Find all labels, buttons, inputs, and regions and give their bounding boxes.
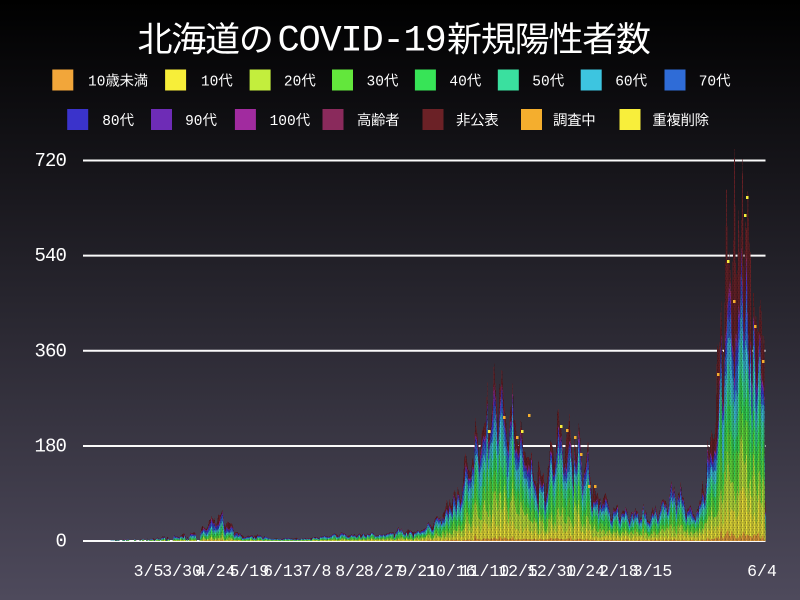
svg-text:80: 80 — [102, 114, 119, 130]
svg-text:720: 720 — [34, 150, 66, 172]
svg-text:70: 70 — [699, 75, 716, 91]
svg-text:4/24: 4/24 — [196, 562, 236, 581]
svg-text:3/30: 3/30 — [162, 562, 202, 581]
svg-text:100: 100 — [270, 114, 296, 130]
svg-text:8/2: 8/2 — [335, 562, 365, 581]
svg-text:90: 90 — [185, 114, 202, 130]
svg-text:8/27: 8/27 — [364, 562, 404, 581]
svg-text:9/21: 9/21 — [397, 562, 437, 581]
svg-text:3/15: 3/15 — [633, 562, 673, 581]
svg-text:50: 50 — [532, 75, 549, 91]
svg-text:6/4: 6/4 — [747, 562, 777, 581]
svg-text:60: 60 — [615, 75, 632, 91]
svg-text:2/18: 2/18 — [599, 562, 639, 581]
svg-text:20: 20 — [284, 75, 301, 91]
svg-text:COVID-19: COVID-19 — [278, 21, 446, 63]
svg-text:30: 30 — [367, 75, 384, 91]
svg-text:180: 180 — [34, 436, 66, 458]
svg-text:10/16: 10/16 — [426, 562, 476, 581]
svg-text:11/10: 11/10 — [460, 562, 510, 581]
svg-text:12/5: 12/5 — [498, 562, 538, 581]
svg-text:7/8: 7/8 — [302, 562, 332, 581]
svg-text:12/30: 12/30 — [527, 562, 577, 581]
svg-text:360: 360 — [34, 340, 66, 362]
svg-text:5/19: 5/19 — [229, 562, 269, 581]
svg-text:10: 10 — [88, 75, 105, 91]
svg-text:6/13: 6/13 — [263, 562, 303, 581]
svg-text:0: 0 — [55, 531, 66, 553]
svg-text:10: 10 — [201, 75, 218, 91]
svg-text:540: 540 — [34, 245, 66, 267]
svg-text:40: 40 — [449, 75, 466, 91]
svg-text:1/24: 1/24 — [565, 562, 605, 581]
svg-text:3/5: 3/5 — [134, 562, 164, 581]
